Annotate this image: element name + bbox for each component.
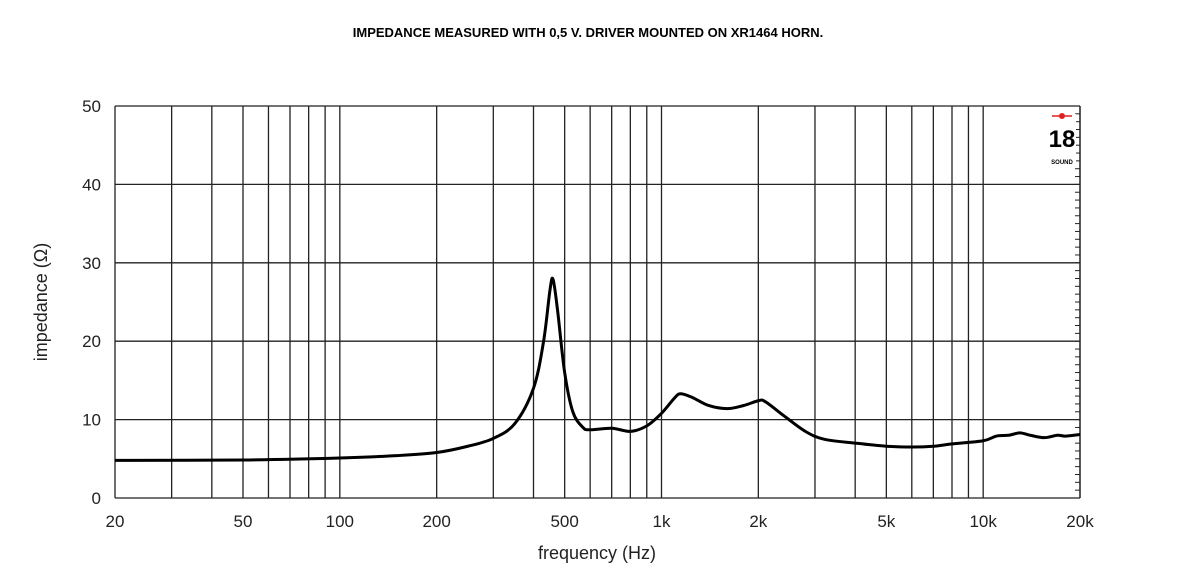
grid <box>114 105 1081 499</box>
x-tick-label: 50 <box>234 512 253 531</box>
y-tick-label: 50 <box>82 97 101 116</box>
x-tick-label: 10k <box>969 512 997 531</box>
tick-labels: 0 10 20 30 40 50 20 50 100 200 500 1k 2k 5k 10k 20k <box>82 97 1094 531</box>
x-tick-label: 20 <box>106 512 125 531</box>
logo-number: 18 <box>1049 126 1076 153</box>
x-tick-label: 20k <box>1066 512 1094 531</box>
y-tick-label: 20 <box>82 332 101 351</box>
x-tick-label: 100 <box>326 512 354 531</box>
x-tick-label: 200 <box>422 512 450 531</box>
y-tick-label: 0 <box>92 489 101 508</box>
x-tick-label: 2k <box>749 512 767 531</box>
x-tick-label: 1k <box>653 512 671 531</box>
y-tick-label: 10 <box>82 411 101 430</box>
y-tick-label: 30 <box>82 254 101 273</box>
impedance-curve <box>114 276 1081 462</box>
chart-title: IMPEDANCE MEASURED WITH 0,5 V. DRIVER MO… <box>353 25 823 40</box>
x-axis-label: frequency (Hz) <box>538 543 656 563</box>
y-tick-label: 40 <box>82 175 101 194</box>
x-tick-label: 500 <box>550 512 578 531</box>
x-tick-label: 5k <box>877 512 895 531</box>
logo-subtext: SOUND <box>1051 160 1073 166</box>
brand-logo: 18 SOUND <box>1048 113 1076 168</box>
y-axis-label: impedance (Ω) <box>31 243 51 362</box>
